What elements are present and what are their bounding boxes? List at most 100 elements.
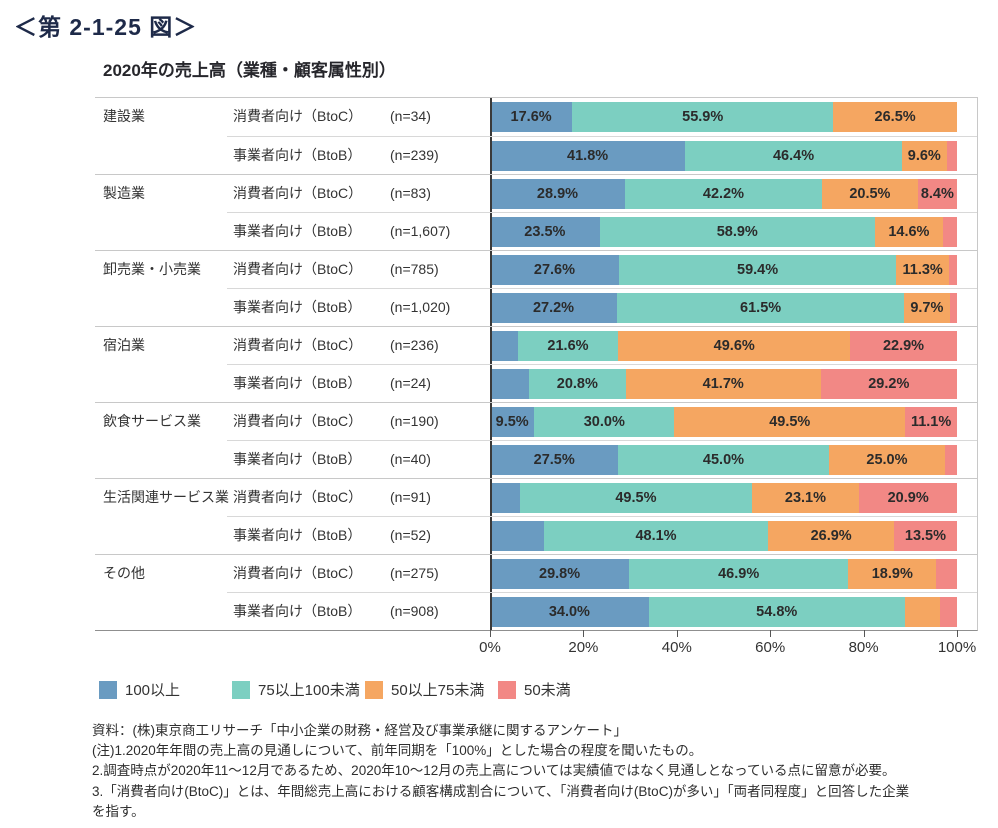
y-axis-line [490, 403, 492, 440]
row-spacer [957, 288, 977, 326]
y-axis-line [490, 555, 492, 592]
bar-track: 21.6% 49.6% 22.9% [490, 327, 957, 364]
sample-size-label: (n=52) [390, 516, 490, 554]
chart-row: 卸売業・小売業 消費者向け（BtoC） (n=785) 27.6% 59.4% 11.3% [95, 250, 977, 288]
sample-size-label: (n=190) [390, 413, 439, 429]
y-axis-line [490, 327, 492, 364]
note-line-source: 資料：(株)東京商工リサーチ「中小企業の財務・経営及び事業承継に関するアンケート… [92, 723, 627, 738]
bar-segment: 17.6% [490, 102, 573, 132]
bar-segment-label: 20.8% [556, 376, 598, 392]
note-line-1: (注)1.2020年年間の売上高の見通しについて、前年同期を「100%」とした場… [92, 743, 703, 759]
row-spacer [957, 98, 977, 136]
bar-segment: 14.6% [874, 217, 943, 247]
bar-segment-label: 49.6% [713, 338, 755, 354]
bar-segment: 21.6% [517, 331, 619, 361]
chart-row: 製造業 消費者向け（BtoC） (n=83) 28.9% 42.2% 20.5% 8.4% [95, 174, 977, 212]
stacked-bar: 23.5% 58.9% 14.6% [490, 217, 957, 247]
chart-area: 建設業 消費者向け（BtoC） (n=34) 17.6% 55.9% 26.5% 事業者向け… [95, 97, 978, 631]
bar-segment-label: 20.9% [887, 490, 929, 506]
bar-segment-label: 59.4% [737, 262, 779, 278]
bar-track: 28.9% 42.2% 20.5% 8.4% [490, 175, 957, 212]
bar-segment: 30.0% [534, 407, 675, 437]
industry-label [95, 592, 227, 630]
bar-segment: 20.8% [528, 369, 626, 399]
customer-type-label: 消費者向け（BtoC） [233, 185, 363, 201]
bar-segment: 48.1% [543, 521, 769, 551]
legend-label-under-50: 50未満 [524, 682, 571, 699]
y-axis-line [490, 213, 492, 250]
legend-item-50-to-75: 50以上75未満 [365, 679, 498, 700]
bar-segment-label: 11.1% [910, 414, 952, 430]
bar-segment: 49.5% [520, 483, 752, 513]
bar-segment-label: 58.9% [716, 224, 758, 240]
customer-type-label: 事業者向け（BtoB） [227, 592, 390, 630]
chart-row: 事業者向け（BtoB） (n=239) 41.8% 46.4% 9.6% [95, 136, 977, 174]
bar-segment-label: 28.9% [536, 186, 579, 202]
bar-segment: 18.9% [848, 559, 937, 589]
bar-segment-label: 17.6% [510, 109, 552, 125]
bar-segment [490, 331, 518, 361]
customer-type-label: 事業者向け（BtoB） [227, 516, 390, 554]
bar-segment-label: 9.6% [907, 148, 941, 164]
legend-swatch-50-to-75 [365, 680, 383, 699]
bar-segment-label: 48.1% [635, 528, 677, 544]
y-axis-line [490, 289, 492, 326]
bar-segment: 27.5% [490, 445, 619, 475]
stacked-bar: 17.6% 55.9% 26.5% [490, 102, 957, 132]
legend-item-under-50: 50未満 [498, 679, 571, 700]
bar-segment [490, 369, 529, 399]
bar-segment: 58.9% [599, 217, 875, 247]
row-spacer [957, 592, 977, 630]
row-spacer [957, 479, 977, 516]
bar-segment-label: 27.5% [533, 452, 575, 468]
stacked-bar: 29.8% 46.9% 18.9% [490, 559, 957, 589]
x-axis-tick [676, 630, 678, 637]
bar-segment: 20.5% [822, 179, 918, 209]
stacked-bar: 9.5% 30.0% 49.5% 11.1% [490, 407, 957, 437]
x-axis-track: 0% 20% 40% 60% 80% 100% [479, 630, 976, 668]
bar-segment-label: 22.9% [882, 338, 925, 354]
customer-type-label: 事業者向け（BtoB） [227, 288, 390, 326]
bar-segment: 9.6% [901, 141, 947, 171]
stacked-bar: 48.1% 26.9% 13.5% [490, 521, 957, 551]
chart-rows: 建設業 消費者向け（BtoC） (n=34) 17.6% 55.9% 26.5% 事業者向け… [95, 98, 977, 630]
customer-type-label: 消費者向け（BtoC） [233, 261, 363, 277]
y-axis-line [490, 517, 492, 554]
bar-segment-label: 42.2% [702, 186, 745, 202]
sample-size-label: (n=785) [390, 261, 439, 277]
y-axis-line [490, 365, 492, 402]
industry-label: 飲食サービス業 [103, 413, 201, 429]
industry-label: 卸売業・小売業 [103, 261, 201, 277]
x-axis-tick-label: 40% [661, 639, 692, 656]
bar-segment-label: 27.2% [532, 300, 575, 316]
y-axis-line [490, 137, 492, 174]
chart-row: その他 消費者向け（BtoC） (n=275) 29.8% 46.9% 18.9% [95, 554, 977, 592]
note-line-3: 3.「消費者向け(BtoC)」とは、年間総売上高における顧客構成割合について、「… [92, 783, 910, 799]
bar-segment: 25.0% [828, 445, 946, 475]
stacked-bar: 41.8% 46.4% 9.6% [490, 141, 957, 171]
y-axis-line [490, 251, 492, 288]
bar-segment-label: 23.1% [784, 490, 826, 506]
bar-segment-label: 18.9% [871, 566, 913, 582]
row-spacer [957, 403, 977, 440]
stacked-bar: 20.8% 41.7% 29.2% [490, 369, 957, 399]
bar-segment: 41.7% [625, 369, 821, 399]
bar-segment [936, 559, 957, 589]
bar-segment-label: 23.5% [524, 224, 566, 240]
bar-track: 27.5% 45.0% 25.0% [490, 440, 957, 478]
row-spacer [957, 212, 977, 250]
note-line-3-cont: を指す。 [92, 803, 145, 819]
customer-type-label: 消費者向け（BtoC） [233, 413, 363, 429]
bar-segment: 49.6% [618, 331, 851, 361]
bar-segment-label: 26.5% [874, 109, 916, 125]
bar-track: 29.8% 46.9% 18.9% [490, 555, 957, 592]
y-axis-line [490, 441, 492, 478]
bar-segment-label: 54.8% [756, 604, 798, 620]
x-axis-tick [490, 630, 491, 637]
y-axis-line [490, 479, 492, 516]
bar-segment: 8.4% [917, 179, 957, 209]
bar-segment-label: 13.5% [904, 528, 947, 544]
legend-item-over-100: 100以上 [99, 679, 232, 700]
stacked-bar: 28.9% 42.2% 20.5% 8.4% [490, 179, 957, 209]
bar-segment: 49.5% [674, 407, 906, 437]
